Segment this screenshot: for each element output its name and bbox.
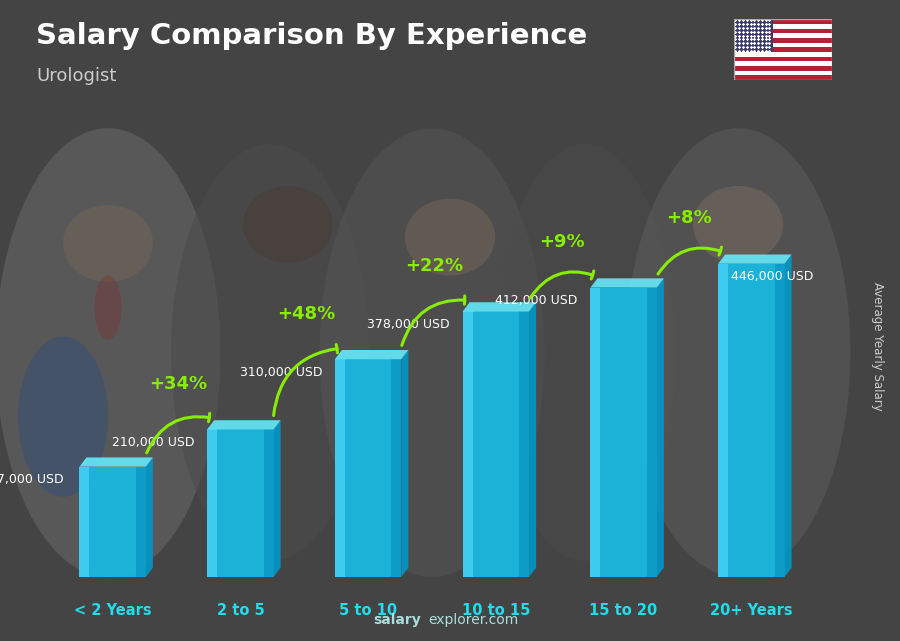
Polygon shape bbox=[647, 288, 657, 577]
Bar bbox=[734, 38, 833, 43]
Text: explorer.com: explorer.com bbox=[428, 613, 518, 627]
Text: 2 to 5: 2 to 5 bbox=[217, 603, 265, 619]
Text: +9%: +9% bbox=[539, 233, 584, 251]
Polygon shape bbox=[401, 350, 409, 577]
Text: 15 to 20: 15 to 20 bbox=[590, 603, 658, 619]
Polygon shape bbox=[785, 254, 792, 577]
Bar bbox=[734, 19, 833, 24]
Polygon shape bbox=[335, 359, 401, 577]
Bar bbox=[734, 56, 833, 62]
Ellipse shape bbox=[94, 276, 122, 340]
Polygon shape bbox=[718, 263, 728, 577]
Polygon shape bbox=[264, 429, 274, 577]
Text: 310,000 USD: 310,000 USD bbox=[239, 366, 322, 379]
Polygon shape bbox=[79, 458, 153, 467]
Ellipse shape bbox=[0, 128, 220, 577]
Text: salary: salary bbox=[374, 613, 421, 627]
Text: Salary Comparison By Experience: Salary Comparison By Experience bbox=[36, 22, 587, 51]
Polygon shape bbox=[207, 420, 281, 429]
Polygon shape bbox=[590, 288, 657, 577]
Bar bbox=[734, 24, 833, 29]
Polygon shape bbox=[392, 359, 401, 577]
Bar bbox=[734, 52, 833, 56]
Text: 5 to 10: 5 to 10 bbox=[339, 603, 397, 619]
Polygon shape bbox=[79, 467, 146, 577]
Bar bbox=[734, 43, 833, 47]
Text: 157,000 USD: 157,000 USD bbox=[0, 473, 64, 487]
Text: 378,000 USD: 378,000 USD bbox=[367, 318, 450, 331]
Text: +48%: +48% bbox=[277, 305, 335, 323]
Polygon shape bbox=[207, 429, 217, 577]
Polygon shape bbox=[463, 312, 473, 577]
Bar bbox=[734, 66, 833, 71]
Polygon shape bbox=[146, 458, 153, 577]
Text: +34%: +34% bbox=[149, 375, 207, 393]
Text: +22%: +22% bbox=[405, 257, 463, 275]
Polygon shape bbox=[136, 467, 146, 577]
Bar bbox=[734, 47, 833, 52]
Text: 10 to 15: 10 to 15 bbox=[462, 603, 530, 619]
Bar bbox=[734, 71, 833, 76]
Polygon shape bbox=[590, 278, 664, 288]
Polygon shape bbox=[718, 254, 792, 263]
Ellipse shape bbox=[626, 128, 850, 577]
Polygon shape bbox=[590, 288, 600, 577]
Ellipse shape bbox=[18, 337, 108, 497]
Text: +8%: +8% bbox=[666, 210, 712, 228]
Polygon shape bbox=[79, 467, 89, 577]
Polygon shape bbox=[657, 278, 664, 577]
Polygon shape bbox=[274, 420, 281, 577]
Ellipse shape bbox=[495, 144, 675, 561]
Text: 446,000 USD: 446,000 USD bbox=[731, 271, 814, 283]
Polygon shape bbox=[519, 312, 529, 577]
Ellipse shape bbox=[171, 144, 369, 561]
Text: 20+ Years: 20+ Years bbox=[710, 603, 793, 619]
Text: 210,000 USD: 210,000 USD bbox=[112, 436, 194, 449]
Ellipse shape bbox=[243, 186, 333, 263]
Bar bbox=[734, 33, 833, 38]
Bar bbox=[734, 19, 773, 52]
Text: Urologist: Urologist bbox=[36, 67, 116, 85]
Text: Average Yearly Salary: Average Yearly Salary bbox=[871, 282, 884, 410]
Polygon shape bbox=[463, 303, 536, 312]
Ellipse shape bbox=[693, 186, 783, 263]
Text: 412,000 USD: 412,000 USD bbox=[495, 294, 578, 307]
Polygon shape bbox=[207, 429, 274, 577]
Text: < 2 Years: < 2 Years bbox=[74, 603, 151, 619]
Bar bbox=[734, 29, 833, 33]
Bar bbox=[734, 62, 833, 66]
Polygon shape bbox=[529, 303, 536, 577]
Ellipse shape bbox=[405, 199, 495, 276]
Polygon shape bbox=[335, 350, 409, 359]
Ellipse shape bbox=[320, 128, 544, 577]
Polygon shape bbox=[463, 312, 529, 577]
Polygon shape bbox=[335, 359, 345, 577]
Ellipse shape bbox=[63, 205, 153, 282]
Polygon shape bbox=[718, 263, 785, 577]
Polygon shape bbox=[775, 263, 785, 577]
Bar bbox=[734, 76, 833, 80]
